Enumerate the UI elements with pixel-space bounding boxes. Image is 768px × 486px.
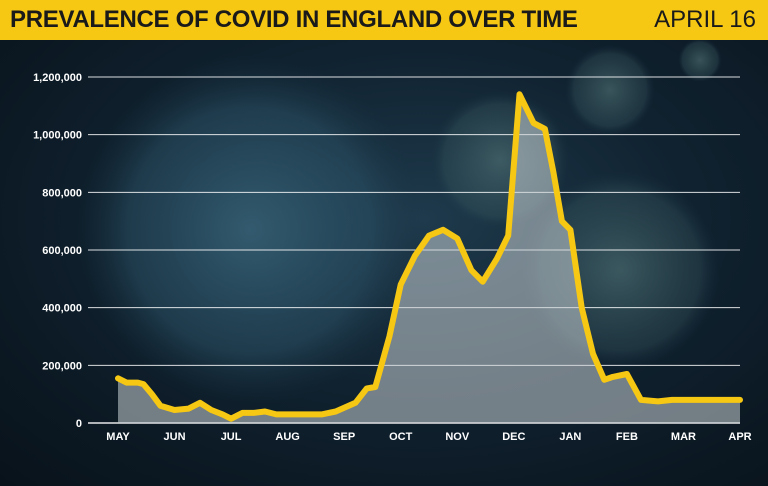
line-chart: 1,200,000 1,000,000 800,000 600,000 400,000 2…	[33, 40, 752, 443]
x-axis-ticks: MAY JUN JUL AUG SEP OCT NOV DEC JAN FEB MAR APR	[106, 431, 751, 443]
y-tick-label: 1,000,000	[33, 130, 82, 142]
x-tick-label: AUG	[275, 431, 299, 443]
x-tick-label: OCT	[389, 431, 413, 443]
y-tick-label: 0	[76, 418, 82, 430]
x-tick-label: DEC	[502, 431, 525, 443]
chart-date: APRIL 16	[654, 6, 756, 33]
prevalence-line	[115, 91, 743, 422]
area-fill	[118, 94, 740, 424]
y-tick-label: 800,000	[42, 187, 82, 199]
x-tick-label: SEP	[333, 431, 355, 443]
x-tick-label: APR	[728, 431, 751, 443]
y-axis-ticks: 1,200,000 1,000,000 800,000 600,000 400,000 2…	[33, 72, 82, 430]
y-tick-label: 1,200,000	[33, 72, 82, 84]
y-tick-label: 600,000	[42, 245, 82, 257]
y-tick-label: 200,000	[42, 360, 82, 372]
x-tick-label: MAR	[671, 431, 696, 443]
x-tick-label: JUN	[164, 431, 186, 443]
chart-title: PREVALENCE OF COVID IN ENGLAND OVER TIME	[10, 6, 578, 33]
title-banner: PREVALENCE OF COVID IN ENGLAND OVER TIME…	[0, 0, 768, 40]
x-tick-label: FEB	[616, 431, 638, 443]
x-tick-label: JAN	[559, 431, 581, 443]
x-tick-label: NOV	[445, 431, 470, 443]
x-tick-label: JUL	[221, 431, 242, 443]
y-tick-label: 400,000	[42, 303, 82, 315]
x-tick-label: MAY	[106, 431, 130, 443]
